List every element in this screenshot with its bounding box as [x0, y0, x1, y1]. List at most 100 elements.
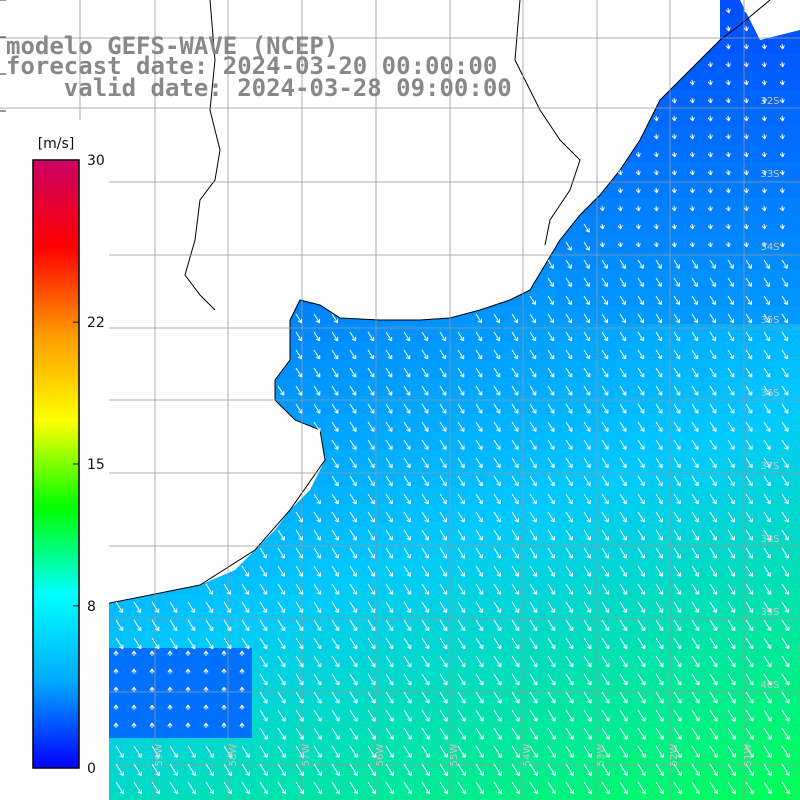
wind-arrow: [511, 583, 520, 595]
wind-arrow: [689, 169, 695, 176]
wind-arrow: [619, 745, 628, 758]
longitude-label: 57W: [301, 744, 312, 767]
wind-arrow: [529, 691, 538, 704]
wind-arrow: [349, 331, 357, 342]
wind-arrow: [439, 565, 448, 577]
wind-arrow: [601, 277, 608, 287]
wind-arrow: [259, 601, 268, 614]
wind-arrow: [493, 403, 501, 414]
wind-arrow: [295, 727, 304, 740]
wind-arrow: [761, 241, 767, 248]
wind-arrow: [727, 619, 736, 632]
wind-arrow: [457, 763, 466, 777]
wind-arrow: [169, 745, 178, 758]
wind-arrow: [653, 223, 659, 230]
wind-arrow: [637, 331, 645, 342]
wind-arrow: [727, 385, 735, 396]
wind-arrow: [457, 457, 465, 469]
wind-arrow: [745, 331, 753, 342]
wind-arrow: [781, 691, 790, 704]
wind-arrow: [331, 691, 340, 704]
wind-arrow: [367, 655, 376, 668]
wind-arrow: [295, 637, 304, 650]
wind-arrow: [439, 439, 447, 450]
wind-arrow: [349, 439, 357, 450]
wind-arrow: [421, 493, 429, 505]
wind-arrow: [385, 781, 394, 795]
wind-arrow: [619, 547, 627, 559]
wind-arrow: [421, 475, 429, 487]
wind-arrow: [403, 565, 412, 577]
wind-arrow: [439, 655, 448, 668]
wind-arrow: [601, 673, 610, 686]
wind-arrow: [725, 169, 731, 176]
wind-arrow: [547, 763, 556, 777]
wind-arrow: [205, 781, 214, 795]
wind-arrow: [277, 691, 286, 704]
wind-arrow: [565, 349, 573, 360]
wind-arrow: [511, 457, 519, 469]
wind-arrow: [673, 331, 681, 342]
wind-arrow: [565, 547, 573, 559]
colorbar-tick-label: 0: [87, 761, 96, 777]
wind-arrow: [547, 475, 555, 487]
wind-arrow: [709, 295, 716, 306]
wind-arrow: [529, 475, 537, 487]
wind-arrow: [511, 493, 519, 505]
wind-arrow: [565, 259, 572, 269]
wind-arrow: [439, 781, 448, 795]
wind-arrow: [385, 745, 394, 758]
wind-arrow: [727, 439, 735, 450]
wind-arrow: [403, 367, 411, 378]
wind-arrow: [313, 421, 321, 432]
wind-arrow: [475, 781, 484, 795]
wind-arrow: [113, 650, 119, 656]
wind-arrow: [223, 619, 232, 632]
wind-arrow: [745, 439, 753, 450]
wind-arrow: [439, 529, 447, 541]
wind-arrow: [367, 745, 376, 758]
wind-arrow: [421, 529, 429, 541]
wind-arrow: [727, 763, 736, 777]
wind-arrow: [331, 547, 339, 559]
wind-arrow: [761, 205, 767, 212]
wind-arrow: [707, 151, 713, 158]
wind-arrow: [745, 565, 754, 577]
wind-arrow: [493, 673, 502, 686]
wind-arrow: [439, 511, 447, 523]
wind-arrow: [239, 686, 245, 692]
wind-arrow: [725, 133, 731, 140]
wind-arrow: [727, 259, 734, 269]
wind-arrow: [295, 331, 303, 342]
wind-arrow: [349, 673, 358, 686]
wind-arrow: [385, 673, 394, 686]
wind-arrow: [599, 241, 605, 248]
wind-arrow: [331, 367, 339, 378]
wind-arrow: [745, 601, 754, 614]
wind-arrow: [565, 439, 573, 450]
wind-arrow: [439, 745, 448, 758]
wind-arrow: [743, 151, 749, 158]
wind-arrow: [511, 727, 520, 740]
wind-arrow: [743, 79, 749, 86]
wind-arrow: [457, 547, 465, 559]
wind-arrow: [475, 385, 483, 396]
wind-arrow: [259, 745, 268, 758]
wind-arrow: [763, 781, 772, 795]
wind-arrow: [385, 529, 393, 541]
wind-arrow: [763, 565, 772, 577]
wind-arrow: [241, 601, 250, 614]
wind-arrow: [583, 727, 592, 740]
wind-arrow: [637, 421, 645, 432]
wind-arrow: [637, 403, 645, 414]
wind-arrow: [493, 457, 501, 469]
wind-arrow: [709, 673, 718, 686]
wind-arrow: [781, 367, 789, 378]
wind-arrow: [671, 241, 677, 248]
wind-arrow: [601, 259, 608, 269]
wind-arrow: [691, 691, 700, 704]
wind-arrow: [727, 529, 735, 541]
wind-arrow: [421, 367, 429, 378]
wind-arrow: [583, 619, 592, 632]
